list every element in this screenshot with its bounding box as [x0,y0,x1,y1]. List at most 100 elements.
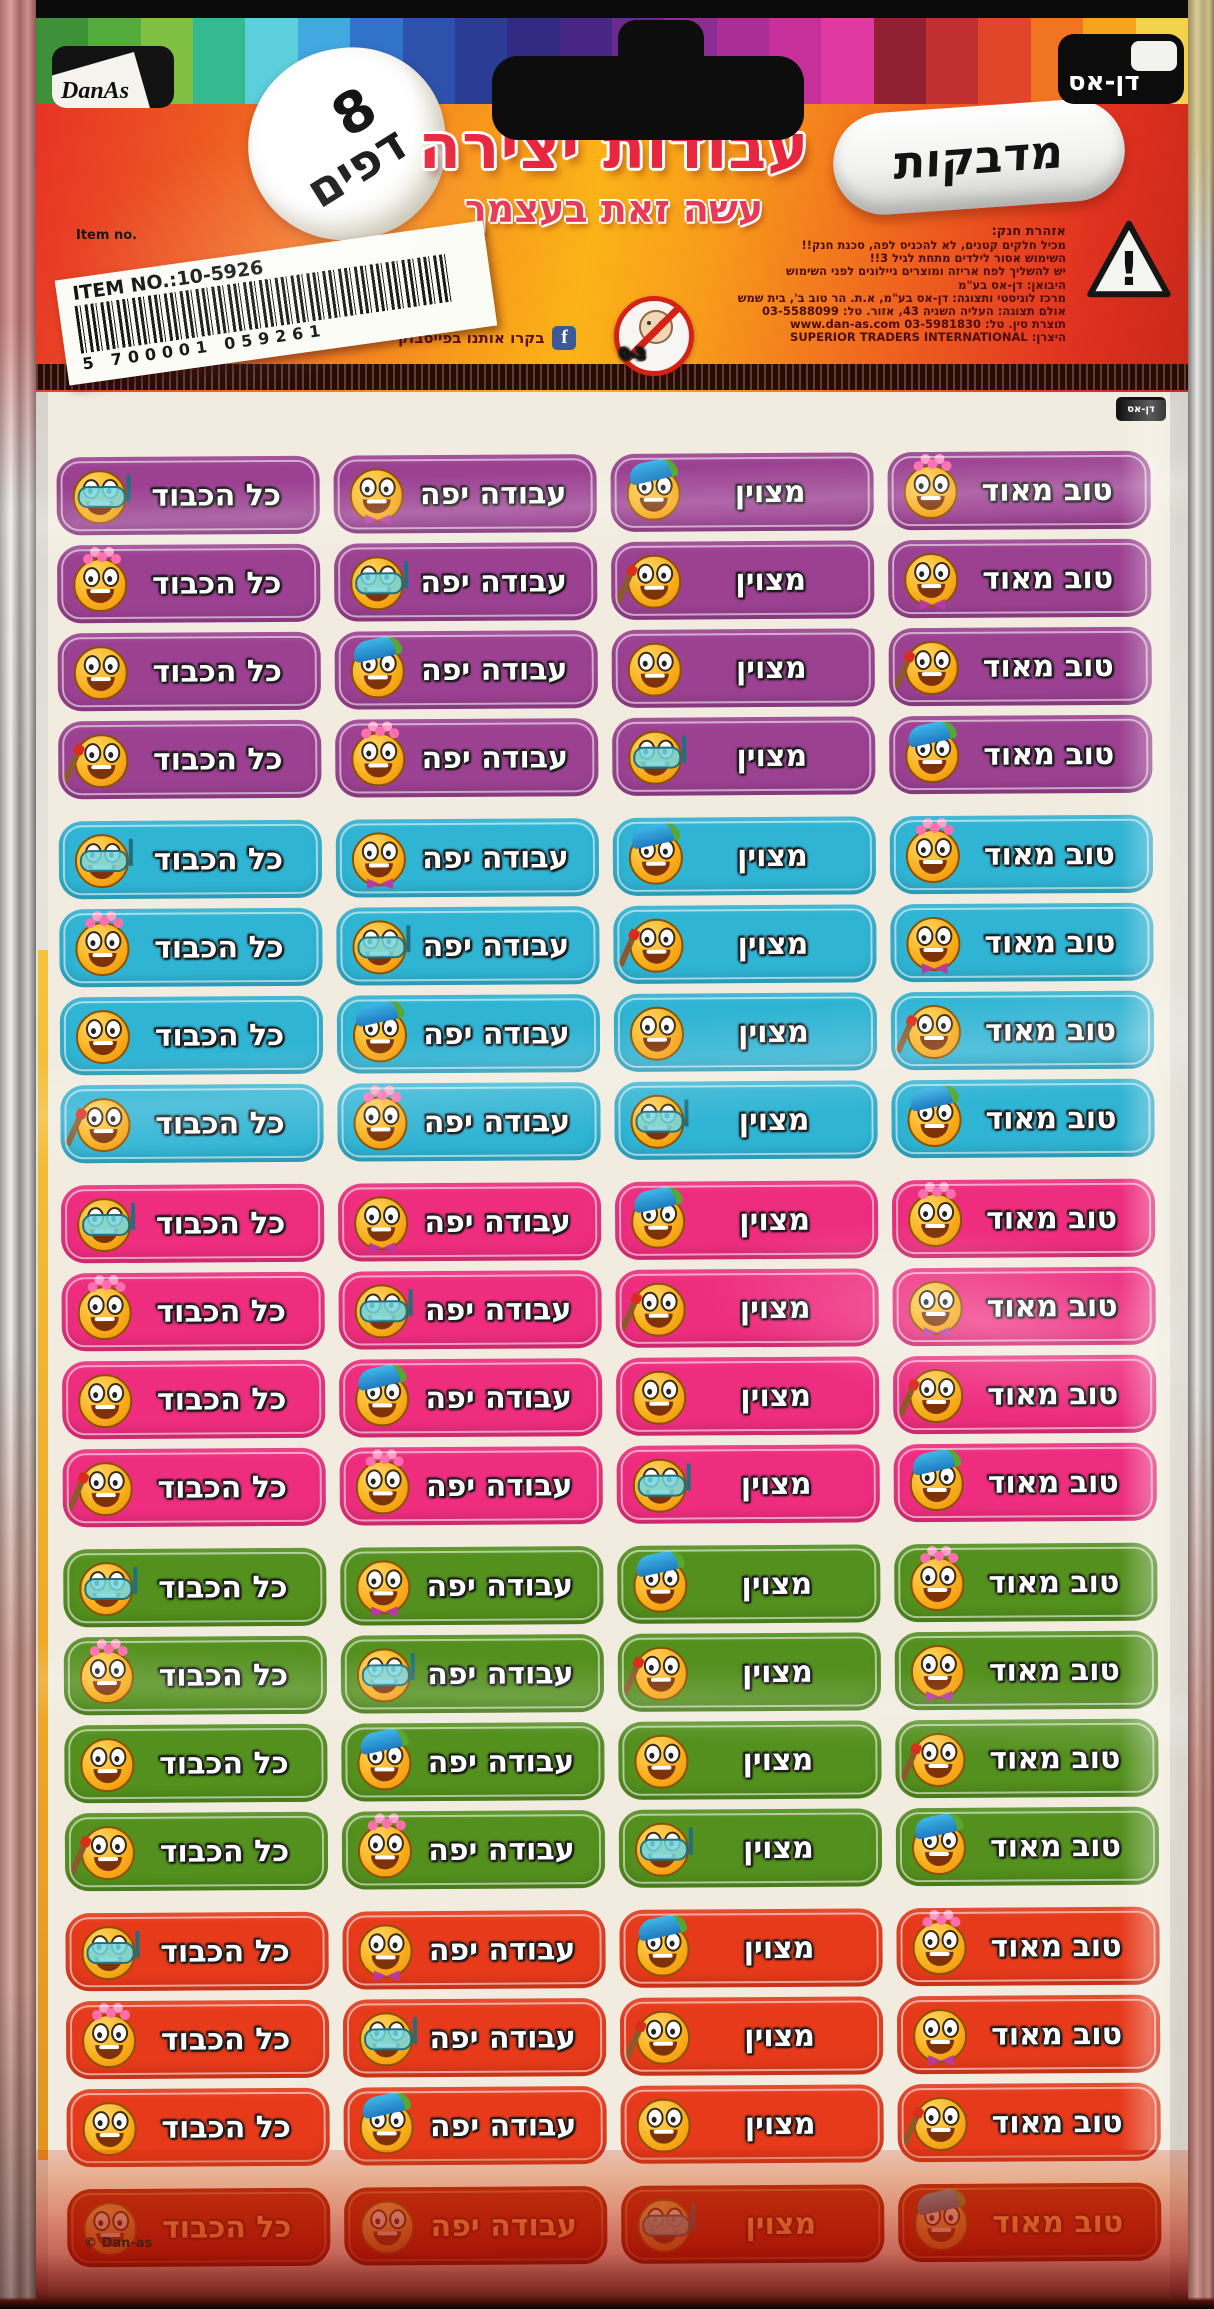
sticker: עבודה יפה [341,1722,605,1802]
sticker-label: עבודה יפה [421,739,569,776]
sticker: עבודה יפה [343,2086,607,2166]
sticker-row: כל הכבוד עבודה יפה מצוין טוב מאוד [65,1994,1161,2080]
smiley-plain-emoji [634,2097,691,2153]
sticker-label: מצוין [742,1742,814,1778]
smiley-paintbrush-emoji [615,553,682,609]
sticker-label: טוב מאוד [992,2204,1124,2241]
sticker-label: כל הכבוד [154,1017,285,1054]
sticker: כל הכבוד [65,1999,330,2080]
smiley-cap-emoji [905,1082,962,1148]
smiley-paintbrush-emoji [69,1824,136,1881]
sticker: עבודה יפה [335,818,600,898]
sticker-label: כל הכבוד [160,1933,290,1970]
smiley-paintbrush-emoji [899,1731,966,1788]
sticker: מצוין [610,452,874,532]
sticker-row: כל הכבוד עבודה יפה מצוין טוב מאוד [58,714,1153,800]
sticker: עבודה יפה [335,718,599,798]
smiley-bow-emoji [906,1279,963,1335]
sticker-label: עבודה יפה [427,1655,574,1692]
sticker-row: כל הכבוד עבודה יפה מצוין טוב מאוד [63,1630,1159,1716]
sticker-label: עבודה יפה [424,1291,572,1328]
smiley-cap-emoji [625,455,681,521]
smiley-flowers-emoji [354,1456,410,1515]
sticker: כל הכבוד [59,995,324,1076]
sticker-label: עבודה יפה [420,651,568,688]
sticker-label: מצוין [734,474,806,510]
sticker: כל הכבוד [65,1911,329,1992]
sticker-label: מצוין [737,926,809,962]
smiley-paintbrush-emoji [64,1096,131,1153]
smiley-flowers-emoji [908,1553,965,1612]
smiley-snorkel-emoji [357,2010,414,2067]
sticker-label: טוב מאוד [987,1464,1119,1501]
sticker-row: כל הכבוד עבודה יפה מצוין טוב מאוד [66,2082,1161,2168]
smiley-bow-emoji [909,1643,966,1699]
sticker: עבודה יפה [342,1910,606,1990]
sticker-label: מצוין [739,1290,811,1326]
sticker: כל הכבוד [60,1083,324,1164]
sticker-label: מצוין [740,1378,812,1414]
sticker: כל הכבוד [62,1447,326,1528]
danas-hebrew-logo-text: דן-אס [1068,67,1140,97]
sticker: כל הכבוד [58,719,322,800]
smiley-cap-emoji [355,1725,412,1791]
smiley-bow-emoji [352,1194,409,1250]
sticker-label: טוב מאוד [988,1564,1120,1601]
smiley-paintbrush-emoji [893,639,959,696]
sticker: טוב מאוד [892,1266,1156,1347]
sticker-label: טוב מאוד [983,836,1115,873]
sticker-label: עבודה יפה [428,1831,575,1868]
sticker-label: כל הכבוד [155,1205,286,1242]
sticker: עבודה יפה [338,1270,602,1350]
sticker: עבודה יפה [336,906,600,986]
smiley-flowers-emoji [78,1646,135,1705]
sticker-label: עבודה יפה [429,2107,577,2144]
smiley-snorkel-emoji [355,1646,412,1703]
sticker: טוב מאוד [891,1078,1155,1159]
sticker: עבודה יפה [334,630,598,710]
smiley-snorkel-emoji [350,918,407,975]
sticker-label: מצוין [743,1930,815,1966]
sticker: מצוין [615,1356,880,1436]
sticker: עבודה יפה [336,994,601,1074]
facebook-icon: f [552,326,577,350]
sticker-label: כל הכבוד [152,653,283,690]
sticker-label: כל הכבוד [154,929,284,966]
smiley-paintbrush-emoji [619,1281,686,1337]
smiley-flowers-emoji [356,1820,413,1879]
sticker: מצוין [619,1908,883,1988]
sticker-label: כל הכבוד [161,2109,291,2146]
sticker: עבודה יפה [340,1546,604,1626]
sticker: טוב מאוד [888,626,1152,707]
sticker: מצוין [612,716,876,796]
sticker: מצוין [617,1544,881,1624]
sticker: עבודה יפה [333,454,597,534]
item-no-label: Item no. [76,228,138,243]
smiley-paintbrush-emoji [617,917,684,973]
sticker-label: מצוין [735,562,807,598]
rainbow-stripe [193,12,246,104]
package-bottom-edge [0,2297,1214,2309]
sticker: טוב מאוד [898,2182,1162,2263]
hang-tab-hook [618,20,704,78]
sticker-label: טוב מאוד [982,648,1114,685]
smiley-bow-emoji [348,466,404,522]
sticker-label: טוב מאוד [984,924,1116,961]
sticker-label: מצוין [735,650,807,686]
smiley-plain-emoji [80,2100,137,2157]
sticker-label: כל הכבוד [156,1293,286,1330]
smiley-plain-emoji [626,641,682,697]
sticker: עבודה יפה [337,1182,602,1262]
smiley-plain-emoji [76,1372,133,1429]
smiley-plain-emoji [630,1369,687,1425]
smiley-cap-emoji [631,1547,688,1613]
age-range-text: 0-3 [620,347,646,363]
stickers-label-badge: מדבקות [829,95,1129,219]
sticker-rows: כל הכבוד עבודה יפה מצוין טוב מאוד כל הכבוד עב… [56,450,1162,2278]
sticker-label: עבודה יפה [427,1743,575,1780]
sticker: טוב מאוד [895,1718,1159,1799]
smiley-flowers-emoji [73,918,130,977]
sticker: כל הכבוד [59,907,323,988]
smiley-flowers-emoji [904,825,961,884]
sticker: טוב מאוד [897,2082,1161,2163]
